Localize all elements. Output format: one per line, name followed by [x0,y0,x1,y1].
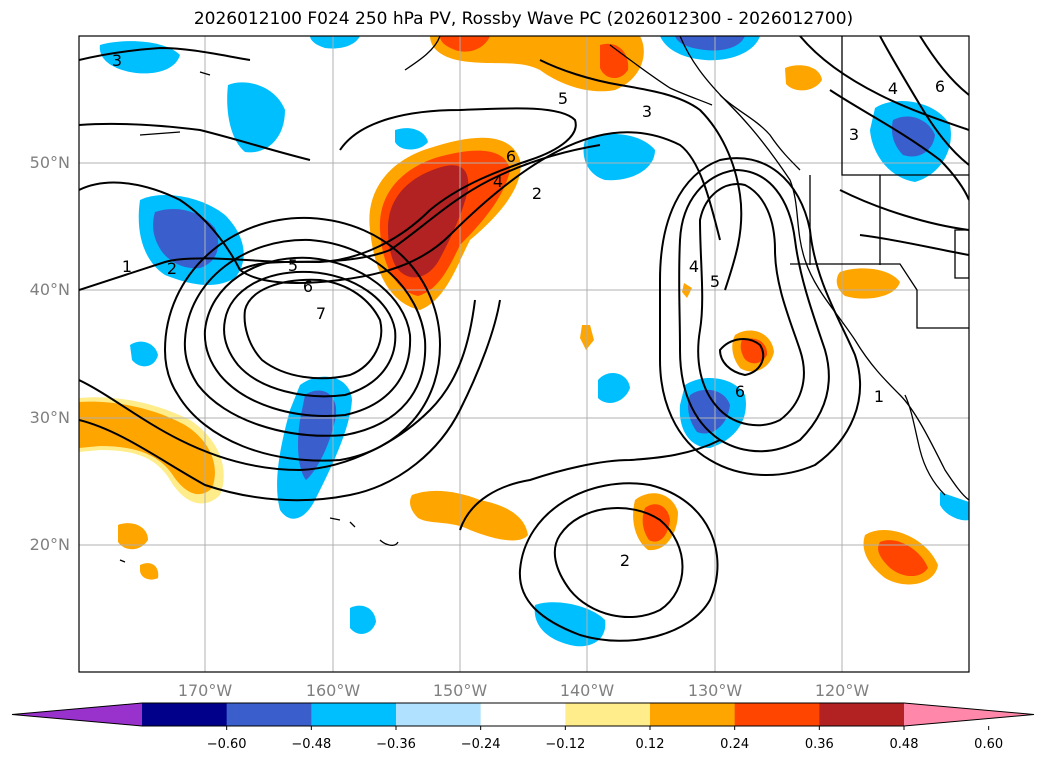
lat-label: 40°N [29,280,70,299]
colorbar-segment [650,703,736,726]
colorbar-extend-high [904,703,1034,726]
colorbar-extend-low [12,703,142,726]
colorbar-tick-label: −0.24 [460,737,501,752]
colorbar-tick-label: −0.48 [291,737,332,752]
lat-label: 50°N [29,153,70,172]
colorbar-tick-label: 0.60 [974,737,1004,752]
lon-label: 170°W [177,681,233,700]
contour-label: 4 [493,172,503,191]
lon-label: 120°W [814,681,870,700]
contour-label: 3 [112,51,122,70]
contour-label: 6 [506,147,516,166]
map-frame [78,35,970,673]
colorbar-tick-label: −0.36 [376,737,416,752]
colorbar-outline [11,702,1035,727]
contour-label: 5 [710,272,720,291]
contour-label: 6 [303,277,313,296]
contour-label: 1 [122,257,132,276]
colorbar-segment [565,703,651,726]
contour-label: 7 [316,304,326,323]
contour-label: 4 [888,79,898,98]
colorbar-tick-label: 0.48 [889,737,919,752]
contour-label: 3 [642,102,652,121]
contour-label: 2 [532,184,542,203]
colorbar-segment [480,703,566,726]
colorbar-segment [396,703,482,726]
contour-labels: 3 5 3 6 4 2 5 6 7 1 2 4 5 6 2 1 4 6 3 [112,51,945,570]
colorbar-tick-label: 0.12 [635,737,665,752]
lon-label: 160°W [305,681,361,700]
map-title: 2026012100 F024 250 hPa PV, Rossby Wave … [193,9,854,29]
colorbar-segment [311,703,397,726]
pv-contours [79,36,969,642]
colorbar-segment [734,703,820,726]
colorbar-tick-label: −0.12 [545,737,586,752]
map-area: 3 5 3 6 4 2 5 6 7 1 2 4 5 6 2 1 4 6 3 [79,36,969,672]
contour-label: 6 [935,77,945,96]
contour-label: 2 [620,551,630,570]
contour-label: 4 [689,257,699,276]
lat-label: 20°N [29,535,70,554]
contour-label: 6 [735,382,745,401]
lat-label: 30°N [29,408,70,427]
contour-label: 3 [849,125,859,144]
contour-label: 2 [167,259,177,278]
colorbar-segment [226,703,312,726]
contour-label: 1 [874,387,884,406]
lon-label: 140°W [559,681,615,700]
pv-shading [79,36,969,647]
contour-label: 5 [288,256,298,275]
colorbar-segment [142,703,228,726]
colorbar-tick-label: 0.24 [720,737,750,752]
colorbar-segment [819,703,905,726]
colorbar [11,702,1035,730]
coastlines [119,36,969,563]
contour-label: 5 [558,89,568,108]
lon-label: 150°W [432,681,488,700]
colorbar-tick-label: 0.36 [804,737,834,752]
colorbar-tick-label: −0.60 [206,737,247,752]
lon-label: 130°W [687,681,743,700]
